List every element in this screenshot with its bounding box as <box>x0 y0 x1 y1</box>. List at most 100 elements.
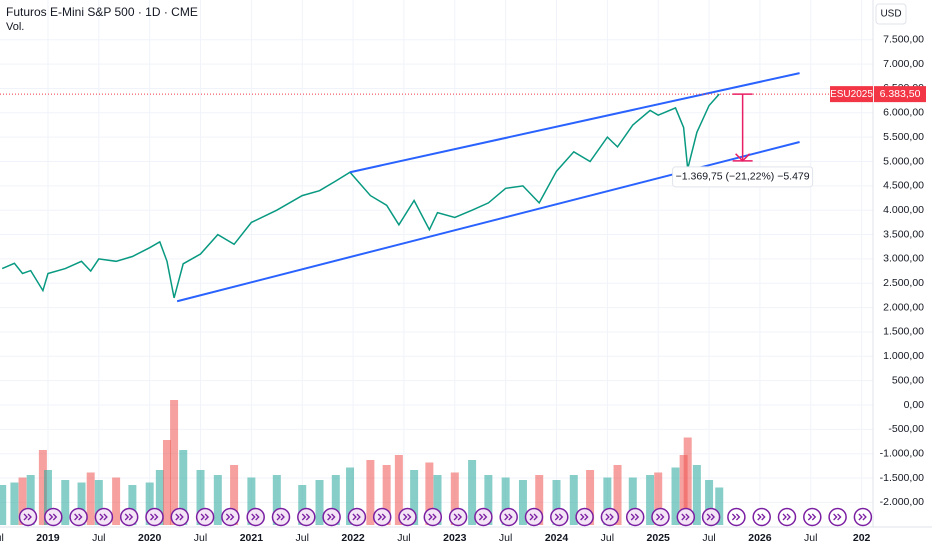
event-icon[interactable] <box>297 507 316 527</box>
event-icon[interactable] <box>145 507 164 527</box>
volume-bar <box>315 480 324 525</box>
event-icon-circle <box>853 507 873 527</box>
x-tick-label: 2023 <box>443 532 467 544</box>
event-icon-circle <box>550 507 569 527</box>
event-icon-glyph <box>150 513 159 521</box>
event-icon-glyph <box>251 513 260 521</box>
event-icon[interactable] <box>474 507 493 527</box>
x-tick-label: Jul <box>702 532 715 544</box>
y-tick-label: 3.000,00 <box>883 253 924 265</box>
volume-bar <box>586 470 595 525</box>
event-icon[interactable] <box>423 507 443 527</box>
y-tick-label: 5.000,00 <box>883 155 924 167</box>
event-icon-glyph <box>327 513 336 521</box>
volume-bar <box>468 460 477 525</box>
event-icon[interactable] <box>119 507 139 527</box>
event-icon-circle <box>625 507 645 527</box>
y-tick-label: 0,00 <box>904 399 925 411</box>
event-icon[interactable] <box>600 507 620 527</box>
volume-bar <box>410 470 419 525</box>
volume-bar <box>0 485 7 525</box>
event-icon-glyph <box>529 513 538 521</box>
event-icon-glyph <box>731 513 741 521</box>
event-icon[interactable] <box>195 507 215 527</box>
event-icon-circle <box>828 507 847 527</box>
event-icon[interactable] <box>701 507 721 527</box>
x-tick-label: Jul <box>397 532 410 544</box>
event-icon-glyph <box>605 513 614 521</box>
event-icon[interactable] <box>524 507 544 527</box>
volume-bar <box>10 482 19 525</box>
x-tick-label: Jul <box>194 532 207 544</box>
y-tick-label: 5.500,00 <box>883 131 924 143</box>
y-tick-label: -2.000,00 <box>880 496 925 508</box>
event-icon[interactable] <box>372 507 392 527</box>
y-tick-label: 2.500,00 <box>883 277 924 289</box>
event-icon[interactable] <box>853 507 873 527</box>
volume-bar <box>501 477 510 525</box>
y-tick-label: 1.000,00 <box>883 350 924 362</box>
event-icon[interactable] <box>221 507 240 527</box>
event-icon[interactable] <box>550 507 569 527</box>
event-icon-circle <box>119 507 139 527</box>
volume-bar <box>38 450 47 525</box>
event-icon-circle <box>752 507 771 527</box>
event-icon[interactable] <box>69 507 88 527</box>
event-icon[interactable] <box>651 507 670 527</box>
event-icon[interactable] <box>752 507 771 527</box>
volume-bar <box>77 482 86 525</box>
event-icon-circle <box>44 507 63 527</box>
event-icon-circle <box>221 507 240 527</box>
event-icon-glyph <box>630 513 640 521</box>
event-icon-circle <box>423 507 443 527</box>
volume-bar <box>112 477 121 525</box>
event-icon-circle <box>69 507 88 527</box>
event-icon[interactable] <box>499 507 518 527</box>
event-icon[interactable] <box>94 507 114 527</box>
event-icon-glyph <box>225 513 235 521</box>
event-icon-glyph <box>301 513 311 521</box>
event-icon-glyph <box>99 513 108 521</box>
volume-bar <box>692 465 701 525</box>
volume-bar <box>613 465 622 525</box>
x-tick-label: 202 <box>853 532 871 544</box>
volume-bar <box>679 455 688 525</box>
event-icon-circle <box>448 507 468 527</box>
event-icon[interactable] <box>246 507 265 527</box>
event-icon-circle <box>297 507 316 527</box>
volume-bar <box>366 460 375 525</box>
event-icon-glyph <box>656 513 665 521</box>
y-tick-label: -500,00 <box>888 423 924 435</box>
event-icon[interactable] <box>347 507 367 527</box>
event-icon[interactable] <box>448 507 468 527</box>
event-icon[interactable] <box>777 507 797 527</box>
y-tick-label: -1.500,00 <box>880 472 925 484</box>
event-icon[interactable] <box>676 507 696 527</box>
event-icon[interactable] <box>727 507 746 527</box>
x-tick-label: Jul <box>804 532 817 544</box>
event-icon[interactable] <box>803 507 822 527</box>
currency[interactable]: USD <box>880 9 901 20</box>
event-icon-glyph <box>757 513 766 521</box>
event-icon[interactable] <box>322 507 341 527</box>
currency-button[interactable] <box>875 3 907 25</box>
event-icon-circle <box>145 507 164 527</box>
event-icon[interactable] <box>398 507 417 527</box>
event-icon-circle <box>575 507 594 527</box>
event-icon-circle <box>701 507 721 527</box>
event-icon-circle <box>322 507 341 527</box>
event-icon[interactable] <box>18 507 38 527</box>
event-icon-circle <box>600 507 620 527</box>
event-icon[interactable] <box>625 507 645 527</box>
x-tick-label: Jul <box>601 532 614 544</box>
event-icon[interactable] <box>271 507 291 527</box>
event-icon[interactable] <box>575 507 594 527</box>
event-icon[interactable] <box>170 507 190 527</box>
volume-bar <box>170 400 179 525</box>
event-icon-glyph <box>276 513 285 521</box>
event-icon[interactable] <box>44 507 63 527</box>
x-tick-label: 2019 <box>36 532 60 544</box>
volume-bar <box>671 467 680 525</box>
event-icon[interactable] <box>828 507 847 527</box>
